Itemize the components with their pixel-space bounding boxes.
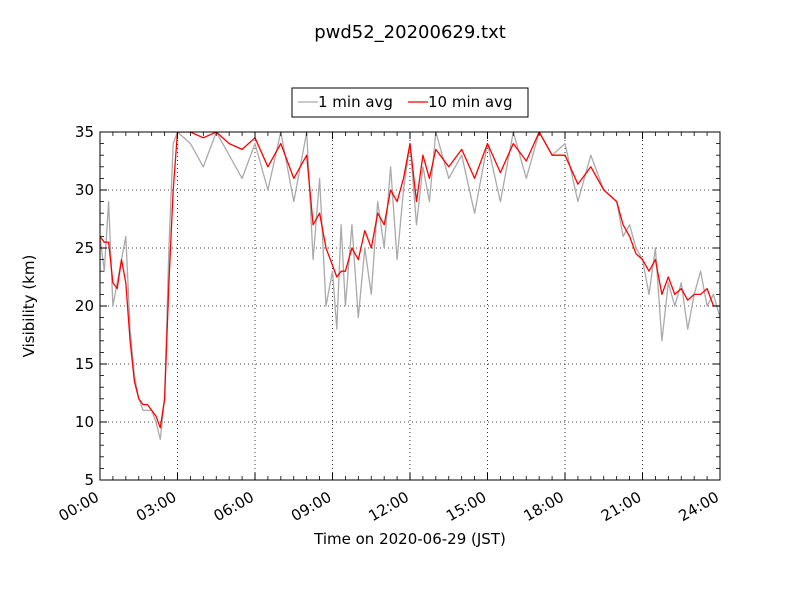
x-tick-label: 12:00 — [366, 488, 412, 525]
axis-ticks — [99, 131, 721, 481]
x-tick-label: 24:00 — [676, 488, 722, 525]
y-axis-label: Visibility (km) — [20, 255, 38, 358]
x-tick-label: 09:00 — [288, 488, 334, 525]
x-tick-label: 03:00 — [133, 488, 179, 525]
series-line-1-min-avg — [100, 132, 720, 441]
x-axis-label: Time on 2020-06-29 (JST) — [313, 530, 506, 548]
legend-label-10-min-avg: 10 min avg — [428, 93, 513, 111]
grid — [100, 132, 720, 480]
legend-label-1-min-avg: 1 min avg — [318, 93, 393, 111]
y-tick-label: 25 — [75, 239, 94, 257]
x-tick-label: 15:00 — [443, 488, 489, 525]
series-line-10-min-avg — [100, 132, 720, 429]
y-tick-label: 10 — [75, 413, 94, 431]
y-tick-label: 20 — [75, 297, 94, 315]
chart-title: pwd52_20200629.txt — [314, 22, 506, 43]
series-lines — [100, 132, 720, 441]
legend: 1 min avg 10 min avg — [291, 87, 529, 118]
y-tick-label: 5 — [84, 471, 94, 489]
y-tick-label: 35 — [75, 123, 94, 141]
x-tick-label: 06:00 — [211, 488, 257, 525]
x-tick-label: 21:00 — [598, 488, 644, 525]
legend-frame — [291, 87, 529, 118]
y-tick-label: 30 — [75, 181, 94, 199]
y-tick-label: 15 — [75, 355, 94, 373]
x-tick-label: 18:00 — [521, 488, 567, 525]
x-tick-label: 00:00 — [56, 488, 102, 525]
